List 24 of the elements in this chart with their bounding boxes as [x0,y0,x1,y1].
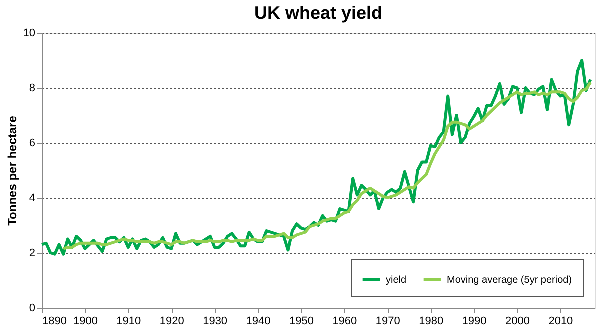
legend-label: Moving average (5yr period) [447,274,572,286]
x-tick-label: 2000 [505,316,530,328]
x-tick-label: 1970 [376,316,400,328]
y-tick-label: 8 [29,82,36,94]
legend-label: yield [386,274,407,286]
x-tick-label: 2010 [548,316,574,328]
y-tick-label: 0 [29,302,36,314]
line-series [62,81,592,250]
y-tick-label: 10 [23,28,36,40]
x-tick-label: 1890 [42,316,67,328]
y-tick-label: 2 [29,248,36,260]
chart-title: UK wheat yield [254,3,383,23]
y-axis-title: Tonnes per hectare [5,116,20,226]
x-tick-label: 1900 [73,316,98,328]
x-tick-label: 1990 [462,316,487,328]
x-tick-label: 1920 [160,316,184,328]
x-tick-label: 1960 [332,316,358,328]
x-tick-label: 1930 [203,316,228,328]
y-tick-label: 4 [29,192,36,204]
x-tick-label: 1980 [419,316,444,328]
x-tick-label: 1940 [246,316,271,328]
y-tick-label: 6 [29,138,36,150]
x-tick-label: 1950 [289,316,314,328]
x-tick-label: 1910 [116,316,142,328]
